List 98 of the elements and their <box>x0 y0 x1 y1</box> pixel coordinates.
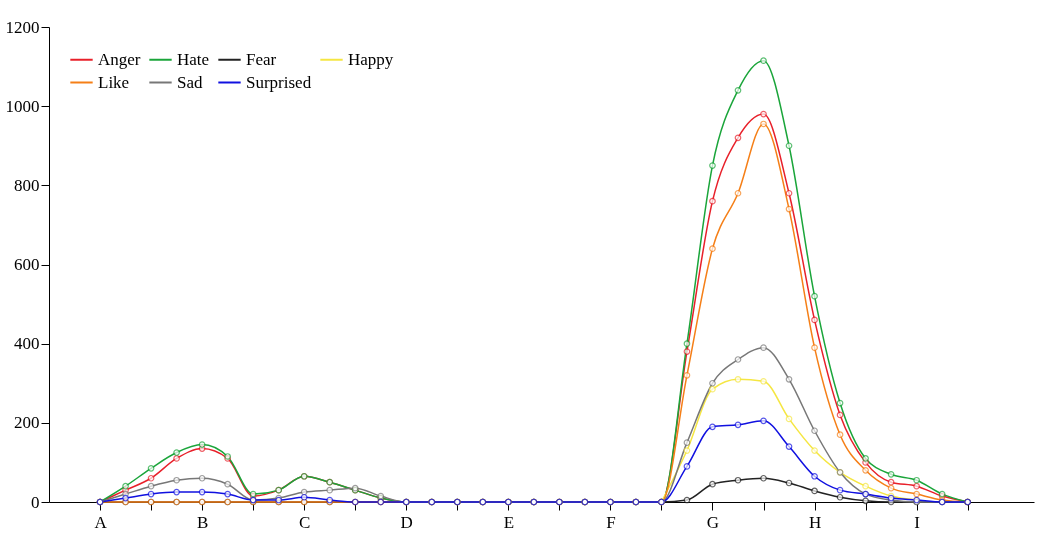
y-tick-label: 400 <box>14 334 40 354</box>
x-tick-label: G <box>706 512 720 532</box>
point <box>862 497 869 505</box>
point <box>760 344 767 351</box>
point <box>683 496 691 504</box>
point <box>173 449 180 456</box>
point <box>224 480 231 488</box>
point <box>836 431 844 439</box>
point <box>887 478 895 486</box>
point <box>122 482 129 490</box>
point <box>887 470 895 478</box>
point <box>709 385 716 393</box>
point <box>785 189 793 197</box>
point <box>734 87 742 94</box>
point <box>811 427 818 435</box>
x-tick-label: F <box>606 512 616 532</box>
x-tick-label: E <box>503 512 515 532</box>
point <box>811 447 818 454</box>
point <box>785 443 793 450</box>
point <box>836 493 844 501</box>
point <box>862 467 869 474</box>
point <box>811 344 818 351</box>
point <box>709 379 716 387</box>
point <box>887 484 895 492</box>
point <box>683 340 691 347</box>
point <box>862 455 869 462</box>
point <box>913 482 920 490</box>
y-tick-label: 1000 <box>5 96 40 116</box>
point <box>300 493 308 501</box>
point <box>785 142 793 150</box>
point <box>836 486 844 494</box>
point <box>683 348 691 355</box>
point <box>326 486 334 494</box>
point <box>122 494 129 502</box>
point <box>760 120 767 128</box>
point <box>760 377 767 385</box>
point <box>734 421 742 429</box>
point <box>913 490 920 498</box>
point <box>734 375 742 383</box>
x-tick-label: C <box>299 512 311 532</box>
point <box>734 356 742 363</box>
point <box>173 488 180 496</box>
point <box>683 447 691 454</box>
x-tick-label: D <box>400 512 413 532</box>
point <box>862 482 869 490</box>
point <box>811 487 818 495</box>
point <box>760 474 767 482</box>
point <box>785 375 793 383</box>
x-tick-label: H <box>808 512 822 532</box>
point <box>709 162 716 169</box>
point <box>760 110 767 118</box>
x-tick-label: I <box>914 512 921 532</box>
point <box>785 205 793 213</box>
point <box>734 189 742 197</box>
point <box>300 488 308 496</box>
point <box>147 482 155 490</box>
point <box>785 415 793 423</box>
point <box>224 490 231 498</box>
point <box>147 465 155 472</box>
legend-label: Hate <box>177 49 210 69</box>
point <box>173 455 180 462</box>
x-tick-label: A <box>94 512 108 532</box>
point <box>709 423 716 431</box>
legend-label: Like <box>98 72 130 92</box>
point <box>760 417 767 425</box>
legend-label: Surprised <box>246 72 312 92</box>
point <box>913 476 920 484</box>
point <box>811 292 818 300</box>
y-tick-label: 600 <box>14 255 40 274</box>
legend-label: Fear <box>246 49 277 69</box>
y-tick-label: 0 <box>31 492 40 512</box>
point <box>836 399 844 407</box>
point <box>811 316 818 324</box>
x-tick-label: B <box>196 512 209 532</box>
point <box>683 372 691 379</box>
legend-label: Happy <box>348 49 394 69</box>
point <box>785 479 793 487</box>
point <box>683 463 691 470</box>
point <box>811 472 818 480</box>
y-tick-label: 800 <box>14 175 40 195</box>
point <box>709 197 716 205</box>
point <box>760 57 767 64</box>
point <box>198 441 206 448</box>
point <box>734 134 742 142</box>
point <box>147 474 155 482</box>
point <box>836 411 844 419</box>
point <box>147 490 155 498</box>
y-tick-label: 1200 <box>5 17 40 37</box>
point <box>734 476 742 484</box>
point <box>198 474 206 482</box>
legend-label: Sad <box>177 72 203 92</box>
y-tick-label: 200 <box>14 413 40 433</box>
point <box>709 480 716 488</box>
point <box>709 245 716 252</box>
point <box>198 488 206 496</box>
point <box>683 439 691 446</box>
point <box>173 476 180 484</box>
legend-label: Anger <box>98 49 141 69</box>
